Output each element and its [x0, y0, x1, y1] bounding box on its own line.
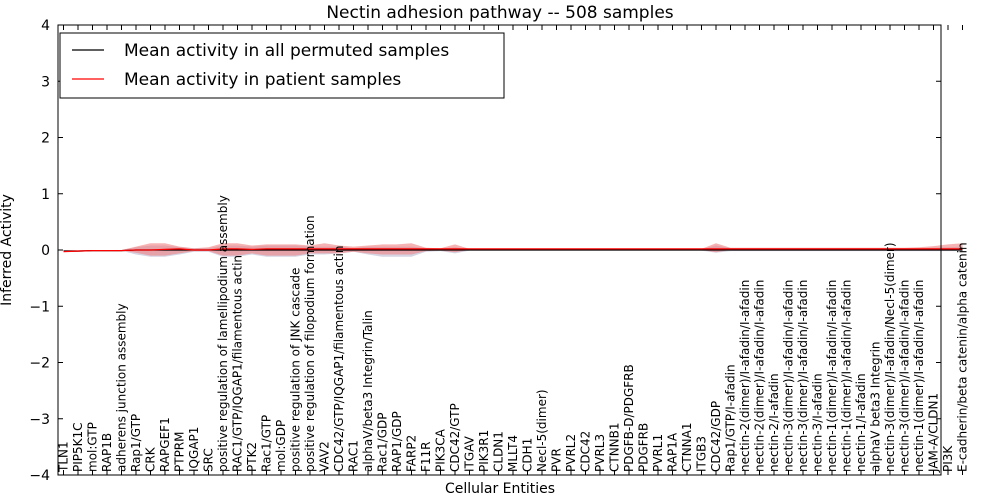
x-tick-label: CDC42/GTP — [448, 403, 462, 472]
x-tick-label: CDC42/GDP — [709, 401, 723, 472]
y-axis-label: Inferred Activity — [0, 194, 15, 306]
x-tick-label: positive regulation of JNK cascade — [289, 268, 303, 472]
x-tick-label: CTNNB1 — [608, 422, 622, 472]
x-tick-label: E-cadherin/beta catenin/alpha catenin — [956, 242, 970, 472]
x-tick-label: Necl-5(dimer) — [535, 389, 549, 472]
x-tick-label: positive regulation of filopodium format… — [303, 215, 317, 472]
x-axis-label: Cellular Entities — [445, 481, 555, 497]
x-tick-label: adherens junction assembly — [115, 303, 129, 472]
x-tick-label: PTK2 — [245, 442, 259, 472]
x-tick-label: positive regulation of lamellipodium ass… — [216, 195, 230, 472]
x-tick-label: RAP1B — [100, 433, 114, 472]
x-tick-label: Rap1/GTP/I-afadin — [724, 364, 738, 472]
x-tick-label: VAV2 — [318, 441, 332, 472]
x-tick-label: nectin-3/I-afadin — [811, 373, 825, 472]
x-tick-label: nectin-1(dimer)/I-afadin/I-afadin — [825, 280, 839, 472]
y-tick-label: −1 — [29, 299, 50, 315]
x-axis: TLN1 PIP5K1C mol:GTP RAP1B adherens junction… — [57, 25, 970, 475]
x-tick-label: nectin-1/I-afadin — [854, 373, 868, 472]
x-tick-label: nectin-2(dimer)/I-afadin/I-afadin — [738, 280, 752, 472]
legend-box — [59, 32, 505, 99]
x-tick-label: Rac1/GDP — [376, 413, 390, 472]
y-axis: −4 −3 −2 −1 0 1 2 3 4 — [29, 18, 941, 484]
legend-label-patient: Mean activity in patient samples — [124, 70, 401, 90]
x-tick-label: PIK3CA — [434, 428, 448, 472]
x-tick-label: RAP1A — [666, 432, 680, 472]
x-tick-label: nectin-2(dimer)/I-afadin/I-afadin — [753, 280, 767, 472]
legend-label-permuted: Mean activity in all permuted samples — [124, 41, 449, 61]
x-tick-label: nectin-1(dimer)/I-afadin/I-afadin — [840, 280, 854, 472]
x-tick-label: PIP5K1C — [71, 422, 85, 472]
x-tick-label: Rac1/GTP — [260, 415, 274, 472]
x-tick-label: CDH1 — [521, 438, 535, 472]
x-tick-label: PIK3R1 — [477, 430, 491, 472]
y-tick-label: 3 — [41, 74, 50, 90]
x-tick-label: nectin-3(dimer)/I-afadin/I-afadin — [898, 280, 912, 472]
x-tick-label: RAC1/GTP/IQGAP1/filamentous actin — [231, 255, 245, 472]
x-tick-label: PDGFB-D/PDGFRB — [622, 364, 636, 472]
x-tick-label: PI3K — [941, 445, 955, 472]
y-tick-label: −4 — [29, 468, 50, 484]
y-tick-label: −3 — [29, 412, 50, 428]
x-tick-label: CDC42 — [579, 431, 593, 472]
x-tick-label: PVRL1 — [651, 434, 665, 472]
x-tick-label: MLLT4 — [506, 435, 520, 472]
x-tick-label: CLDN1 — [492, 431, 506, 472]
x-tick-label: alphaV/beta3 Integrin/Talin — [361, 310, 375, 472]
x-tick-label: FARP2 — [405, 435, 419, 472]
series-lines — [63, 248, 963, 253]
x-tick-label: nectin-1(dimer)/I-afadin/I-afadin — [912, 280, 926, 472]
x-tick-label: SRC — [202, 448, 216, 472]
y-tick-label: 1 — [41, 187, 50, 203]
x-tick-label: TLN1 — [57, 441, 71, 473]
x-tick-label: PTPRM — [173, 432, 187, 473]
legend: Mean activity in all permuted samples Me… — [59, 32, 505, 99]
x-tick-label: PVRL2 — [564, 434, 578, 472]
x-tick-label: nectin-3(dimer)/I-afadin/I-afadin — [782, 280, 796, 472]
x-tick-label: PVR — [550, 448, 564, 472]
x-tick-label: nectin-2/I-afadin — [767, 373, 781, 472]
x-tick-label: nectin-3(dimer)/I-afadin/Necl-5(dimer) — [883, 242, 897, 472]
band-permuted-spread — [63, 245, 963, 257]
x-tick-label: JAM-A/CLDN1 — [927, 393, 941, 473]
x-tick-label: nectin-3(dimer)/I-afadin/I-afadin — [796, 280, 810, 472]
x-tick-label: CDC42/GTP/IQGAP1/filamentous actin — [332, 246, 346, 472]
x-tick-label: mol:GDP — [274, 420, 288, 472]
x-tick-label: PVRL3 — [593, 434, 607, 472]
x-tick-label: RAC1 — [347, 440, 361, 472]
x-tick-label: IQGAP1 — [187, 427, 201, 472]
x-tick-label: ITGB3 — [695, 436, 709, 472]
y-tick-label: −2 — [29, 356, 50, 372]
x-tick-label: RAPGEF1 — [158, 417, 172, 472]
x-tick-label: Rap1/GTP — [129, 414, 143, 472]
y-tick-label: 2 — [41, 131, 50, 147]
y-tick-label: 0 — [41, 243, 50, 259]
x-tick-label: CRK — [144, 446, 158, 472]
series-line-patient — [63, 248, 963, 253]
x-tick-label: CTNNA1 — [680, 422, 694, 472]
x-tick-label: F11R — [419, 441, 433, 472]
x-tick-label: ITGAV — [463, 435, 477, 472]
x-tick-label: alphaV beta3 Integrin — [869, 341, 883, 472]
x-tick-label: PDGFRB — [637, 423, 651, 472]
chart-title: Nectin adhesion pathway -- 508 samples — [326, 3, 673, 23]
x-tick-label: mol:GTP — [86, 422, 100, 472]
x-tick-label: RAP1/GDP — [390, 411, 404, 472]
y-tick-label: 4 — [41, 18, 50, 34]
